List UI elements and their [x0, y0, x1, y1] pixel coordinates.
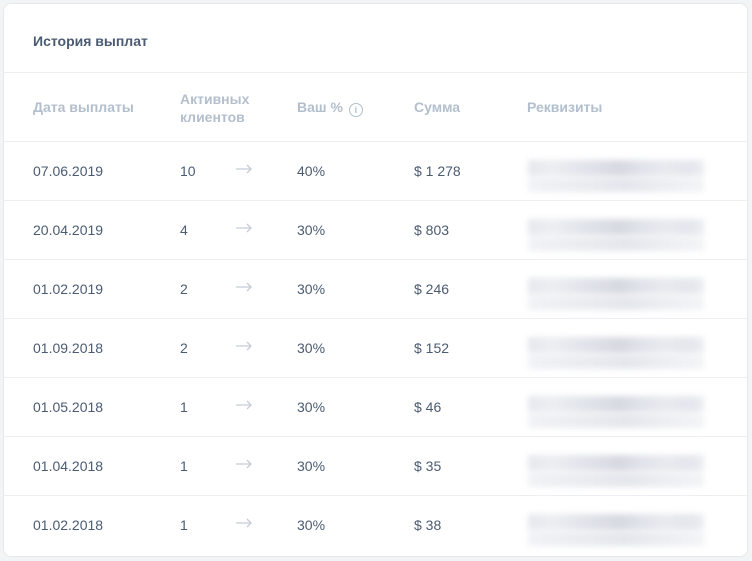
cell-sum: $ 38 — [414, 517, 442, 533]
cell-active-clients: 1 — [180, 399, 188, 415]
cell-percent: 30% — [297, 340, 326, 356]
cell-active-clients: 2 — [180, 340, 188, 356]
cell-requisites-blurred — [516, 427, 720, 491]
cell-requisites-blurred — [516, 368, 720, 432]
cell-active-clients: 10 — [180, 163, 196, 179]
cell-requisites-blurred — [516, 309, 720, 373]
card-title: История выплат — [33, 33, 148, 49]
cell-active-clients: 1 — [180, 517, 188, 533]
table-row: 01.04.2018 1 30% $ 35 — [4, 437, 747, 496]
cell-percent: 30% — [297, 222, 326, 238]
table-body: 07.06.2019 10 40% $ 1 278 20.04.2019 4 3… — [4, 142, 747, 556]
cell-date: 01.02.2018 — [33, 517, 104, 533]
arrow-right-icon[interactable] — [235, 159, 253, 179]
cell-percent: 30% — [297, 458, 326, 474]
column-header-active-line1: Активных — [180, 91, 250, 107]
column-header-date[interactable]: Дата выплаты — [33, 99, 134, 115]
cell-sum: $ 803 — [414, 222, 450, 238]
cell-active-clients: 4 — [180, 222, 188, 238]
table-row: 01.09.2018 2 30% $ 152 — [4, 319, 747, 378]
table-row: 20.04.2019 4 30% $ 803 — [4, 201, 747, 260]
table-row: 01.02.2019 2 30% $ 246 — [4, 260, 747, 319]
table-header: Дата выплаты Активных клиентов Ваш % i Су… — [4, 73, 747, 142]
table-row: 01.02.2018 1 30% $ 38 — [4, 496, 747, 556]
column-header-sum[interactable]: Сумма — [414, 99, 461, 115]
cell-percent: 40% — [297, 163, 326, 179]
arrow-right-icon[interactable] — [235, 395, 253, 415]
cell-requisites-blurred — [516, 250, 720, 314]
cell-active-clients: 2 — [180, 281, 188, 297]
column-header-active-line2: клиентов — [180, 109, 245, 125]
column-header-requisites[interactable]: Реквизиты — [527, 99, 603, 115]
payout-history-card: История выплат Дата выплаты Активных кли… — [3, 3, 748, 557]
cell-percent: 30% — [297, 399, 326, 415]
cell-active-clients: 1 — [180, 458, 188, 474]
cell-sum: $ 1 278 — [414, 163, 461, 179]
arrow-right-icon[interactable] — [235, 454, 253, 474]
cell-date: 01.09.2018 — [33, 340, 104, 356]
cell-date: 01.02.2019 — [33, 281, 104, 297]
cell-requisites-blurred — [516, 132, 720, 196]
cell-percent: 30% — [297, 281, 326, 297]
cell-requisites-blurred — [516, 486, 720, 550]
arrow-right-icon[interactable] — [235, 218, 253, 238]
cell-sum: $ 46 — [414, 399, 442, 415]
arrow-right-icon[interactable] — [235, 513, 253, 533]
arrow-right-icon[interactable] — [235, 336, 253, 356]
cell-date: 07.06.2019 — [33, 163, 104, 179]
column-header-percent[interactable]: Ваш % i — [297, 98, 363, 117]
cell-requisites-blurred — [516, 191, 720, 255]
info-icon[interactable]: i — [348, 103, 363, 117]
cell-sum: $ 246 — [414, 281, 450, 297]
cell-date: 20.04.2019 — [33, 222, 104, 238]
cell-percent: 30% — [297, 517, 326, 533]
column-header-percent-label: Ваш % — [297, 99, 343, 115]
table-row: 01.05.2018 1 30% $ 46 — [4, 378, 747, 437]
column-header-active-clients[interactable]: Активных клиентов — [180, 90, 270, 126]
card-header: История выплат — [4, 4, 747, 73]
cell-sum: $ 152 — [414, 340, 450, 356]
cell-sum: $ 35 — [414, 458, 442, 474]
table-row: 07.06.2019 10 40% $ 1 278 — [4, 142, 747, 201]
cell-date: 01.04.2018 — [33, 458, 104, 474]
arrow-right-icon[interactable] — [235, 277, 253, 297]
cell-date: 01.05.2018 — [33, 399, 104, 415]
